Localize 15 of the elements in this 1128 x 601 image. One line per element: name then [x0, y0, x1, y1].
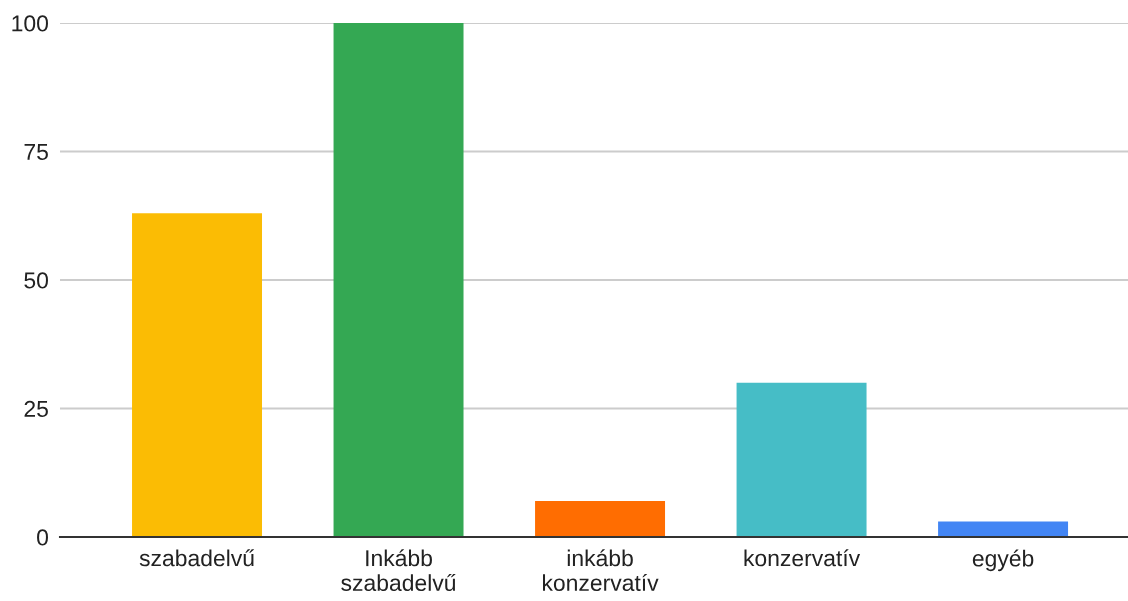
- y-tick-label: 25: [24, 400, 48, 418]
- y-tick-label: 0: [37, 529, 48, 546]
- x-tick-label: szabadelvű: [139, 549, 255, 567]
- y-tick-label: 100: [12, 15, 48, 32]
- x-tick-label: inkább konzervatív: [543, 549, 659, 592]
- y-tick-label: 75: [24, 144, 48, 161]
- bar: [938, 521, 1069, 537]
- bar: [736, 382, 867, 537]
- y-tick-label: 50: [24, 272, 48, 289]
- bar: [535, 501, 666, 537]
- bar: [333, 23, 464, 537]
- x-tick-label: Inkább szabadelvű: [341, 549, 456, 592]
- bar: [132, 213, 263, 537]
- x-tick-label: konzervatív: [744, 549, 861, 567]
- x-tick-label: egyéb: [972, 549, 1034, 572]
